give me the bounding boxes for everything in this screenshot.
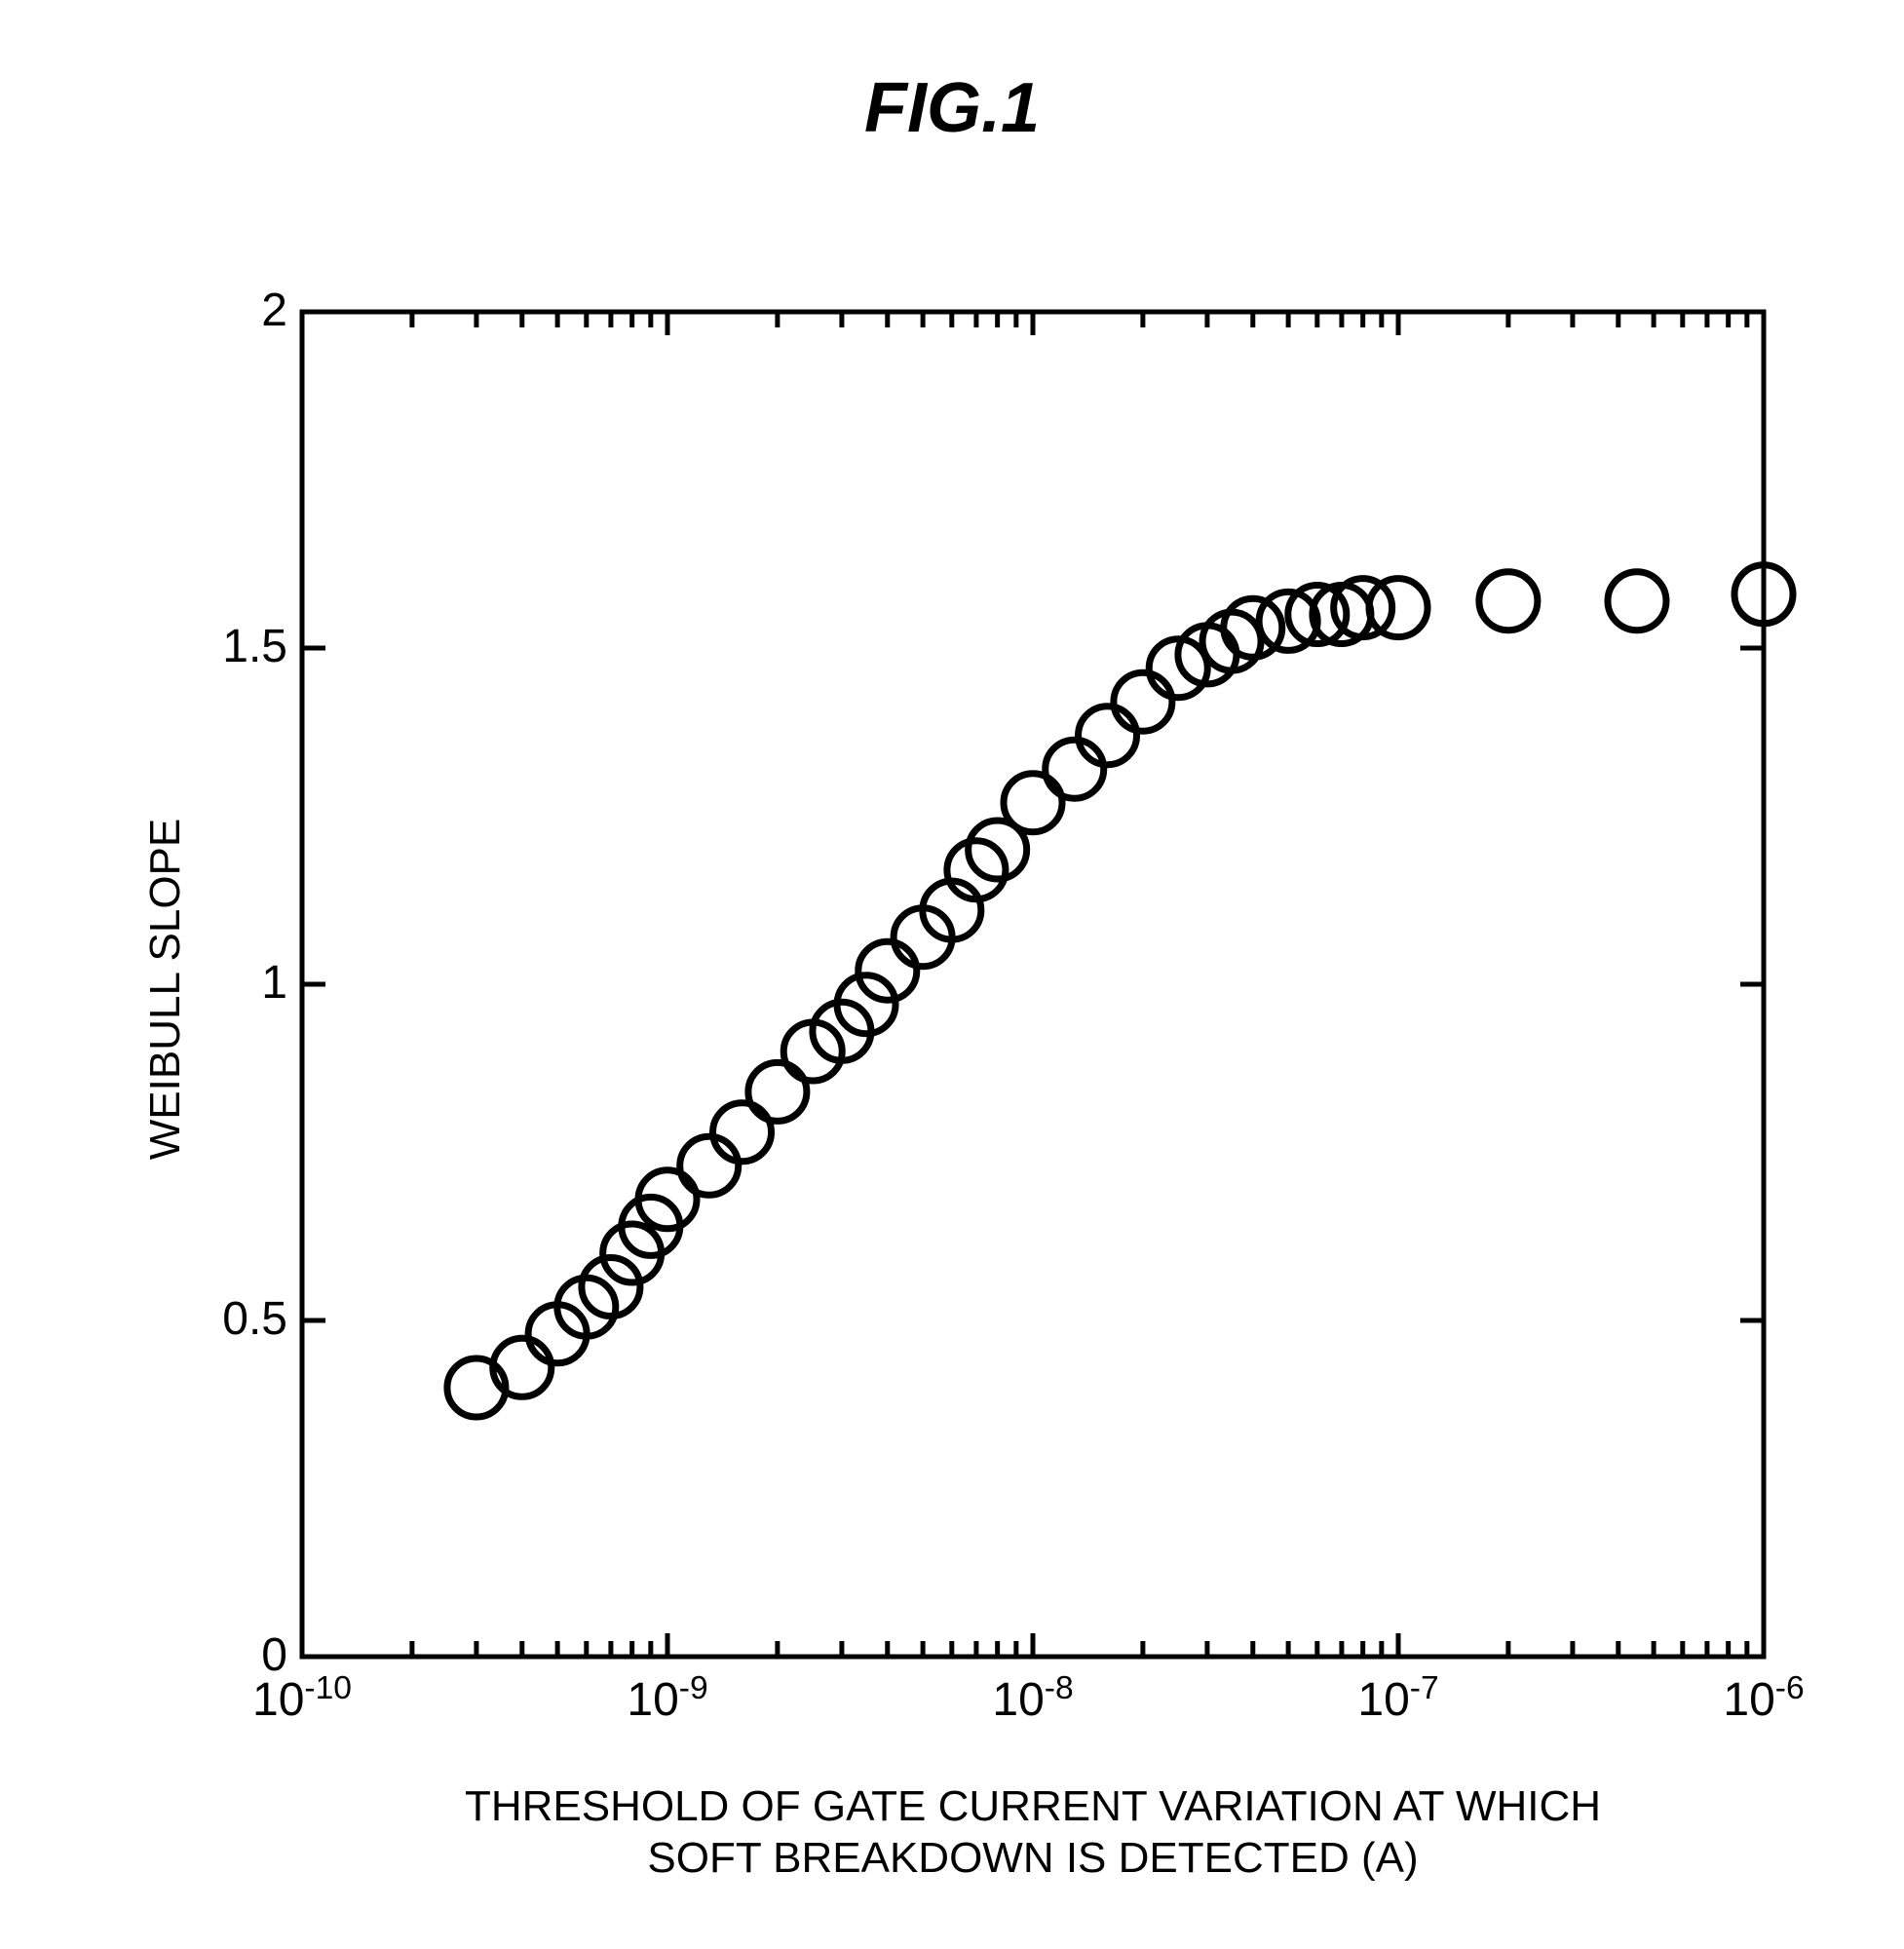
y-tick-label: 0.5 [180, 1292, 287, 1346]
axes [302, 312, 1764, 1657]
y-tick-label: 1.5 [180, 620, 287, 673]
x-tick-label: 10-9 [590, 1670, 745, 1727]
x-tick-label: 10-6 [1686, 1670, 1842, 1727]
page: FIG.1 WEIBULL SLOPE THRESHOLD OF GATE CU… [0, 0, 1904, 1949]
x-tick-label: 10-7 [1320, 1670, 1476, 1727]
data-points [447, 565, 1793, 1417]
ticks [302, 312, 1764, 1657]
x-tick-label: 10-8 [955, 1670, 1111, 1727]
x-tick-label: 10-10 [224, 1670, 380, 1727]
y-tick-label: 1 [180, 956, 287, 1010]
y-tick-label: 2 [180, 284, 287, 337]
